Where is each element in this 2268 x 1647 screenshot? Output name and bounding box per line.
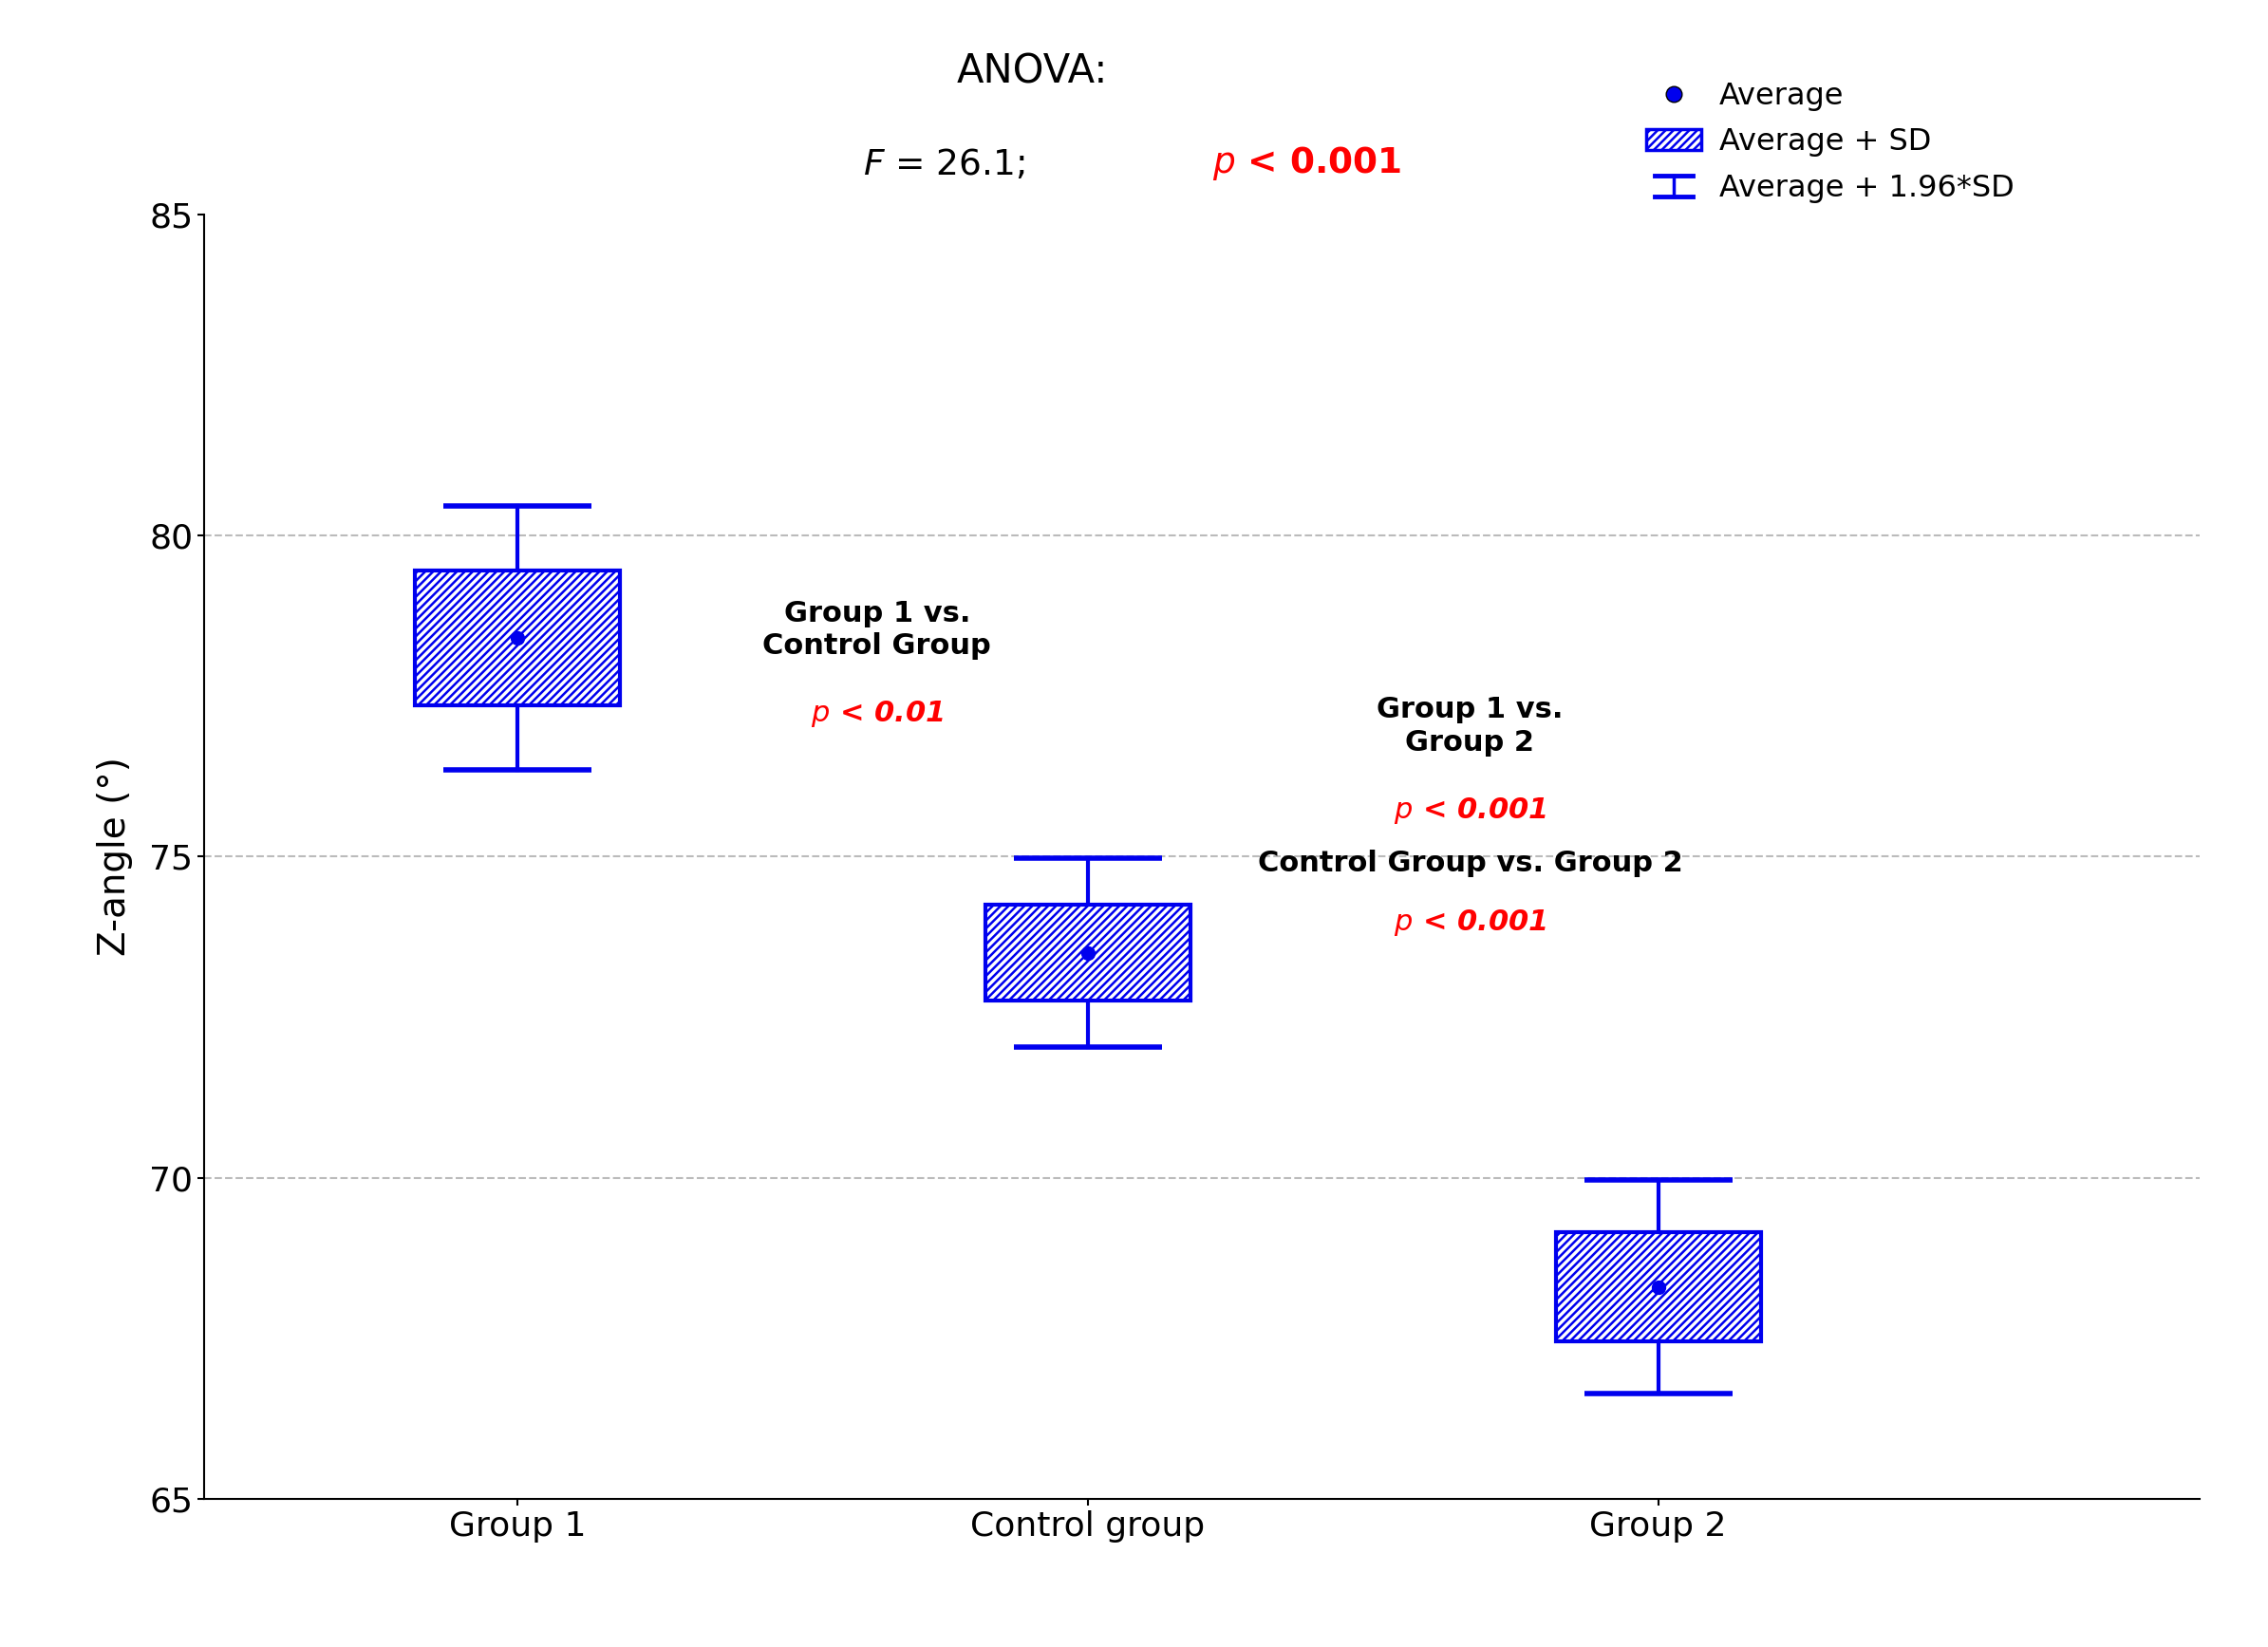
Y-axis label: Z-angle (°): Z-angle (°)	[98, 758, 134, 955]
Text: $\mathit{p}$ < 0.01: $\mathit{p}$ < 0.01	[810, 698, 943, 730]
Bar	[1556, 1232, 1760, 1341]
Text: Group 1 vs.
Control Group: Group 1 vs. Control Group	[762, 600, 991, 660]
Text: Control Group vs. Group 2: Control Group vs. Group 2	[1256, 850, 1683, 878]
Text: $\mathit{F}$ = 26.1;: $\mathit{F}$ = 26.1;	[862, 148, 1030, 181]
Text: $\mathit{p}$ < 0.001: $\mathit{p}$ < 0.001	[1393, 796, 1547, 825]
Text: $\mathit{p}$ < 0.001: $\mathit{p}$ < 0.001	[1393, 907, 1547, 939]
Bar	[984, 904, 1191, 1001]
Text: ANOVA:: ANOVA:	[957, 53, 1109, 92]
Text: $\mathit{F}$ = 26.1;: $\mathit{F}$ = 26.1;	[862, 148, 1030, 181]
Text: Group 1 vs.
Group 2: Group 1 vs. Group 2	[1377, 697, 1563, 756]
Legend: Average, Average + SD, Average + 1.96*SD: Average, Average + SD, Average + 1.96*SD	[1647, 82, 2014, 203]
Bar	[415, 570, 621, 705]
Text: $\mathit{p}$ < 0.001: $\mathit{p}$ < 0.001	[1211, 143, 1402, 181]
